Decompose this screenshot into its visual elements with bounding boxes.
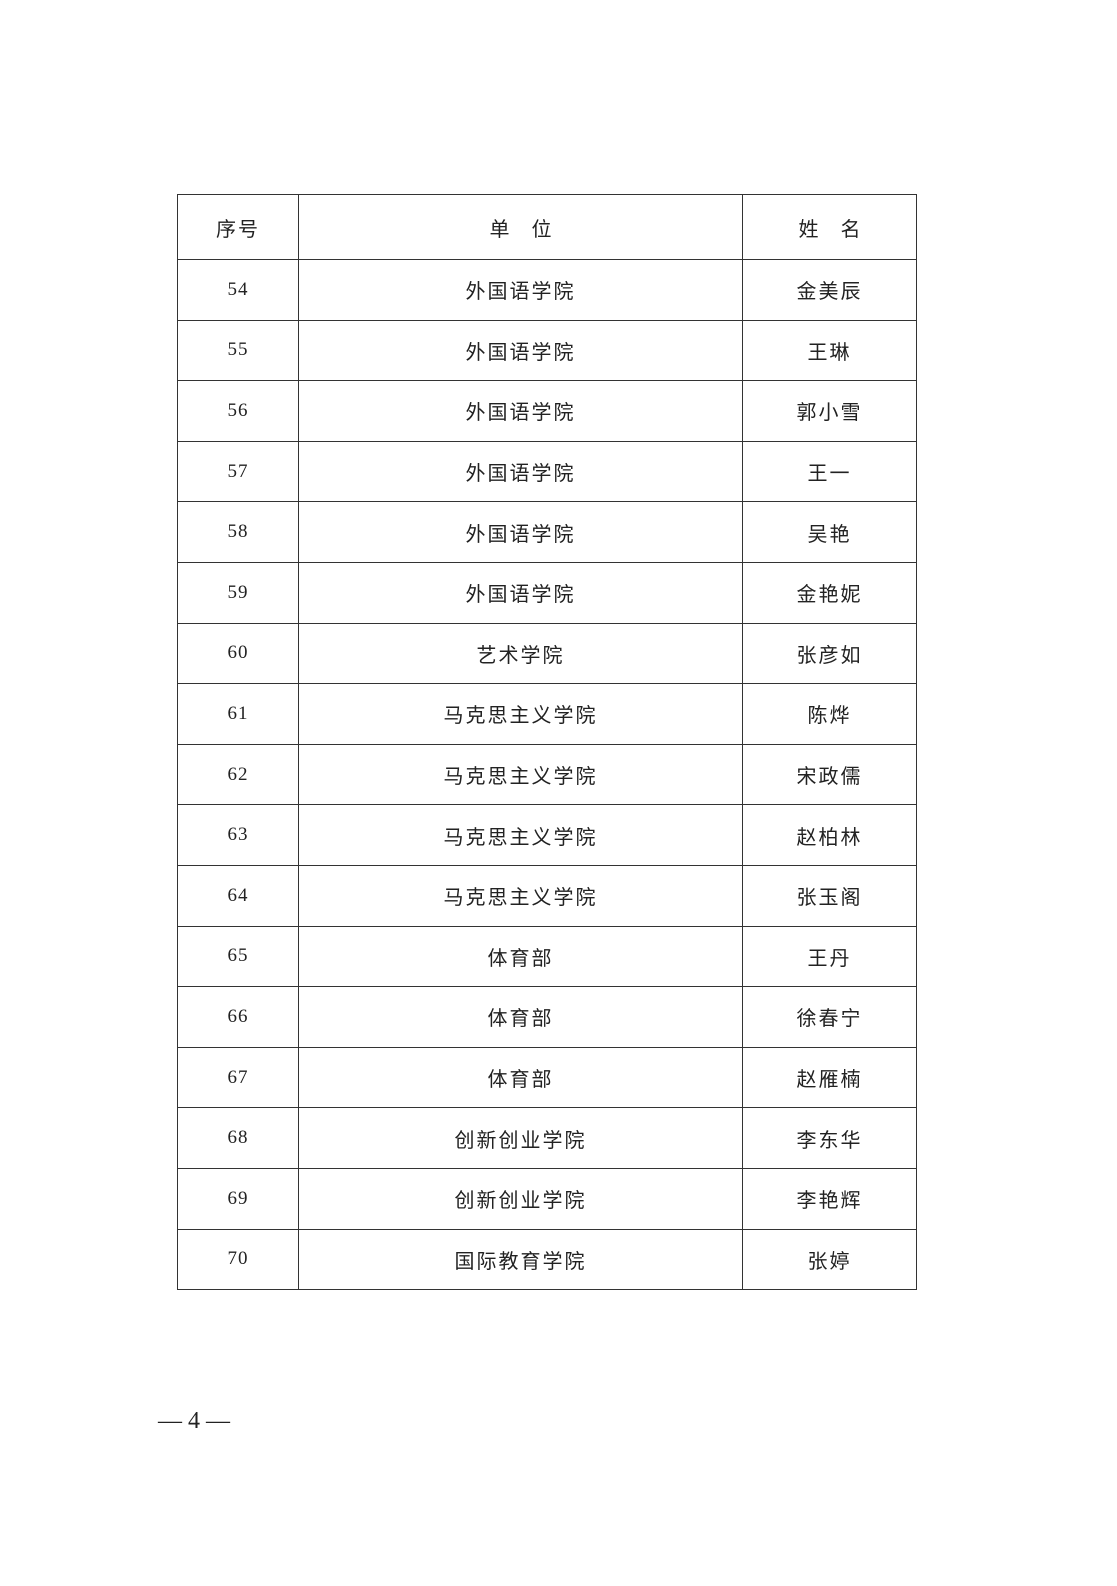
unit-cell: 体育部 bbox=[298, 1046, 743, 1109]
serial-cell: 56 bbox=[177, 380, 299, 442]
serial-cell: 65 bbox=[177, 925, 299, 988]
table-row: 61 马克思主义学院 陈烨 bbox=[177, 683, 917, 745]
table-row: 67 体育部 赵雁楠 bbox=[177, 1046, 917, 1109]
name-cell: 李东华 bbox=[742, 1107, 917, 1169]
name-cell: 宋政儒 bbox=[742, 743, 917, 806]
unit-cell: 外国语学院 bbox=[298, 440, 743, 503]
name-cell: 吴艳 bbox=[742, 501, 917, 563]
serial-cell: 67 bbox=[177, 1046, 299, 1109]
unit-cell: 外国语学院 bbox=[298, 561, 743, 624]
serial-cell: 70 bbox=[177, 1228, 299, 1291]
serial-cell: 63 bbox=[177, 804, 299, 866]
header-name: 姓名 bbox=[742, 194, 917, 260]
unit-cell: 马克思主义学院 bbox=[298, 864, 743, 927]
serial-cell: 60 bbox=[177, 622, 299, 685]
unit-cell: 创新创业学院 bbox=[298, 1107, 743, 1169]
table-row: 54 外国语学院 金美辰 bbox=[177, 259, 917, 321]
page-number: — 4 — bbox=[158, 1408, 230, 1434]
unit-cell: 外国语学院 bbox=[298, 259, 743, 321]
serial-cell: 68 bbox=[177, 1107, 299, 1169]
table-header-row: 序号 单位 姓名 bbox=[177, 194, 917, 260]
unit-cell: 体育部 bbox=[298, 986, 743, 1048]
table-row: 64 马克思主义学院 张玉阁 bbox=[177, 864, 917, 927]
name-cell: 张婷 bbox=[742, 1228, 917, 1291]
name-cell: 张彦如 bbox=[742, 622, 917, 685]
name-cell: 赵雁楠 bbox=[742, 1046, 917, 1109]
name-cell: 金艳妮 bbox=[742, 561, 917, 624]
name-cell: 徐春宁 bbox=[742, 986, 917, 1048]
serial-cell: 69 bbox=[177, 1167, 299, 1230]
table-row: 62 马克思主义学院 宋政儒 bbox=[177, 743, 917, 806]
unit-cell: 国际教育学院 bbox=[298, 1228, 743, 1291]
table-row: 60 艺术学院 张彦如 bbox=[177, 622, 917, 685]
serial-cell: 61 bbox=[177, 683, 299, 745]
unit-cell: 体育部 bbox=[298, 925, 743, 988]
table-row: 70 国际教育学院 张婷 bbox=[177, 1228, 917, 1291]
serial-cell: 54 bbox=[177, 259, 299, 321]
table-row: 57 外国语学院 王一 bbox=[177, 440, 917, 503]
unit-cell: 外国语学院 bbox=[298, 380, 743, 442]
serial-cell: 55 bbox=[177, 319, 299, 382]
table-row: 56 外国语学院 郭小雪 bbox=[177, 380, 917, 442]
table-row: 59 外国语学院 金艳妮 bbox=[177, 561, 917, 624]
serial-cell: 64 bbox=[177, 864, 299, 927]
table-row: 66 体育部 徐春宁 bbox=[177, 986, 917, 1048]
header-serial: 序号 bbox=[177, 194, 299, 260]
unit-cell: 创新创业学院 bbox=[298, 1167, 743, 1230]
unit-cell: 马克思主义学院 bbox=[298, 743, 743, 806]
name-cell: 陈烨 bbox=[742, 683, 917, 745]
name-cell: 赵柏林 bbox=[742, 804, 917, 866]
table-row: 55 外国语学院 王琳 bbox=[177, 319, 917, 382]
name-cell: 王丹 bbox=[742, 925, 917, 988]
serial-cell: 58 bbox=[177, 501, 299, 563]
table-row: 68 创新创业学院 李东华 bbox=[177, 1107, 917, 1169]
serial-cell: 62 bbox=[177, 743, 299, 806]
table-row: 58 外国语学院 吴艳 bbox=[177, 501, 917, 563]
serial-cell: 57 bbox=[177, 440, 299, 503]
serial-cell: 59 bbox=[177, 561, 299, 624]
name-list-table: 序号 单位 姓名 54 外国语学院 金美辰 55 外国语学院 王琳 56 外国语学院 郭小雪 57… bbox=[177, 194, 917, 1291]
unit-cell: 外国语学院 bbox=[298, 319, 743, 382]
header-unit: 单位 bbox=[298, 194, 743, 260]
unit-cell: 外国语学院 bbox=[298, 501, 743, 563]
name-cell: 张玉阁 bbox=[742, 864, 917, 927]
name-cell: 王琳 bbox=[742, 319, 917, 382]
unit-cell: 马克思主义学院 bbox=[298, 683, 743, 745]
table-row: 65 体育部 王丹 bbox=[177, 925, 917, 988]
table-row: 63 马克思主义学院 赵柏林 bbox=[177, 804, 917, 866]
table-row: 69 创新创业学院 李艳辉 bbox=[177, 1167, 917, 1230]
unit-cell: 艺术学院 bbox=[298, 622, 743, 685]
name-cell: 李艳辉 bbox=[742, 1167, 917, 1230]
name-cell: 郭小雪 bbox=[742, 380, 917, 442]
name-cell: 王一 bbox=[742, 440, 917, 503]
name-cell: 金美辰 bbox=[742, 259, 917, 321]
unit-cell: 马克思主义学院 bbox=[298, 804, 743, 866]
serial-cell: 66 bbox=[177, 986, 299, 1048]
